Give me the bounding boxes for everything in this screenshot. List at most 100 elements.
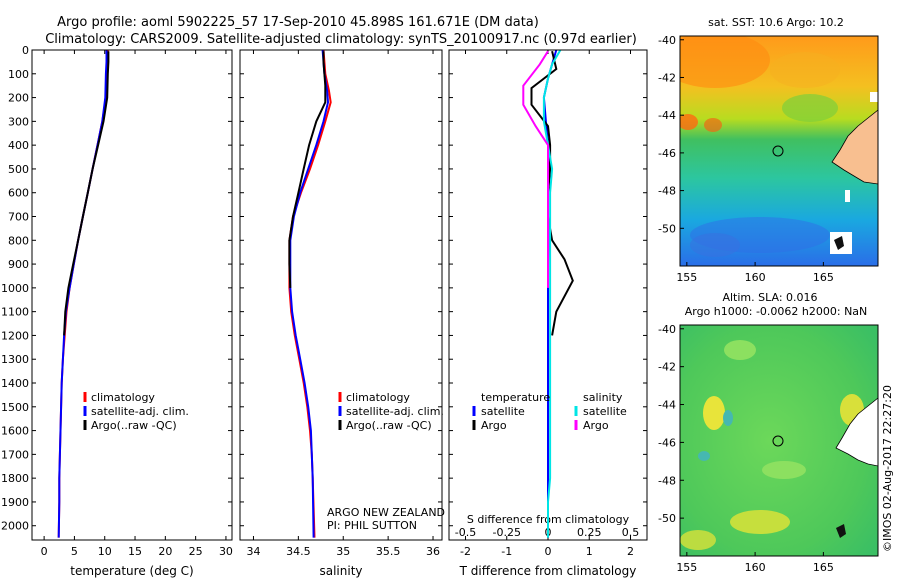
y-tick-label: 0: [22, 44, 29, 57]
sst-map-frame: [679, 35, 879, 267]
y-tick-label: 700: [8, 211, 29, 224]
header-line-1: Argo profile: aoml 5902225_57 17-Sep-201…: [57, 15, 539, 30]
y-tick-label: 500: [8, 163, 29, 176]
map-y-tick-label: -44: [658, 109, 676, 122]
map-x-tick-label: 165: [813, 561, 834, 574]
series-line: [57, 50, 109, 538]
map-x-tick-label: 155: [676, 271, 697, 284]
legend-label: satellite-adj. clim.: [91, 405, 189, 418]
legend-label: Argo(..raw -QC): [346, 419, 432, 432]
plot-frame: [239, 49, 443, 541]
x-tick-label: 1: [586, 545, 593, 558]
y-tick-label: 200: [8, 92, 29, 105]
map-x-tick-label: 160: [745, 271, 766, 284]
sst-red-patch: [704, 118, 722, 132]
series-line: [542, 49, 562, 538]
top-tick-label: 0.25: [577, 526, 602, 539]
series-line: [288, 51, 327, 288]
sst-map: sat. SST: 10.6 Argo: 10.2 -40 -42 -44 -46 -4…: [658, 16, 879, 284]
y-tick-label: 1400: [1, 377, 29, 390]
top-tick-label: -0.25: [493, 526, 521, 539]
x-tick-label: 10: [98, 545, 112, 558]
sst-map-title: sat. SST: 10.6 Argo: 10.2: [708, 16, 844, 29]
x-tick-label: -1: [501, 545, 512, 558]
y-tick-label: 1500: [1, 401, 29, 414]
sla-argo-marker: [772, 435, 784, 447]
y-tick-label: 300: [8, 115, 29, 128]
series-line: [288, 49, 332, 538]
x-tick-label: 2: [627, 545, 634, 558]
map-y-tick-label: -46: [658, 147, 676, 160]
map-y-tick-label: -46: [658, 436, 676, 449]
map-y-tick-label: -48: [658, 474, 676, 487]
sst-green-patch: [782, 94, 838, 122]
map-y-tick-label: -40: [658, 34, 676, 47]
sst-land: [831, 109, 878, 185]
x-tick-label: 5: [71, 545, 78, 558]
map-y-tick-label: -44: [658, 399, 676, 412]
sst-land-mask: [870, 92, 878, 102]
legend-label: climatology: [91, 391, 155, 404]
salinity-panel: 34 34.5 35 35.5 36 salinity climatologysatelli…: [239, 49, 445, 578]
annotation-text: ARGO NEW ZEALAND: [327, 506, 445, 519]
x-tick-label: 0: [545, 545, 552, 558]
sst-red-patch: [680, 114, 698, 130]
sla-map-frame: [679, 324, 879, 557]
y-tick-label: 2000: [1, 520, 29, 533]
y-tick-label: 1900: [1, 496, 29, 509]
sla-yellow-patch: [680, 530, 716, 550]
map-y-tick-label: -50: [658, 222, 676, 235]
header-line-2: Climatology: CARS2009. Satellite-adjuste…: [45, 32, 637, 47]
map-x-tick-label: 155: [676, 561, 697, 574]
series-line: [522, 50, 549, 288]
series-line: [63, 51, 110, 336]
sla-yellow-patch: [730, 510, 790, 534]
x-axis-label: T difference from climatology: [459, 564, 637, 578]
credit-text: ©IMOS 02-Aug-2017 22:27:20: [881, 385, 894, 552]
legend-label: climatology: [346, 391, 410, 404]
legend-header: temperature: [481, 391, 550, 404]
legend-label: Argo: [481, 419, 507, 432]
series-line: [530, 50, 574, 336]
legend-label: satellite: [481, 405, 525, 418]
sla-map-subtitle: Argo h1000: -0.0062 h2000: NaN: [685, 305, 868, 318]
x-axis-label: temperature (deg C): [70, 564, 193, 578]
temperature-panel: 0100200300400500600700800900100011001200…: [1, 44, 233, 578]
y-tick-label: 900: [8, 258, 29, 271]
x-tick-label: 34.5: [286, 545, 311, 558]
y-tick-label: 1700: [1, 448, 29, 461]
sla-blue-patch: [723, 410, 733, 426]
legend-label: satellite-adj. clim.: [346, 405, 444, 418]
series-line: [57, 50, 108, 538]
sst-land-mask: [845, 190, 850, 202]
y-tick-label: 1200: [1, 329, 29, 342]
difference-panel: -2 -1 0 1 2-0.5 -0.25 0 0.25 0.5S difference fro…: [448, 49, 648, 578]
sst-warm-patch: [770, 52, 840, 88]
y-tick-label: 1100: [1, 306, 29, 319]
sla-land: [835, 397, 878, 467]
y-tick-label: 400: [8, 139, 29, 152]
x-tick-label: 25: [189, 545, 203, 558]
x-tick-label: 0: [41, 545, 48, 558]
legend-label: Argo(..raw -QC): [91, 419, 177, 432]
x-tick-label: -2: [460, 545, 471, 558]
legend-label: satellite: [583, 405, 627, 418]
plot-frame: [31, 49, 233, 541]
series-line: [289, 49, 330, 538]
sla-light-patch: [762, 461, 806, 479]
map-x-tick-label: 160: [745, 561, 766, 574]
sst-argo-marker: [772, 145, 784, 157]
x-tick-label: 35: [336, 545, 350, 558]
legend-header: salinity: [583, 391, 623, 404]
sla-light-patch: [724, 340, 756, 360]
sst-cool-patch: [690, 233, 740, 257]
map-y-tick-label: -42: [658, 71, 676, 84]
x-tick-label: 34: [246, 545, 260, 558]
x-tick-label: 15: [128, 545, 142, 558]
y-tick-label: 1800: [1, 472, 29, 485]
map-y-tick-label: -50: [658, 512, 676, 525]
x-axis-label: salinity: [319, 564, 362, 578]
y-tick-label: 100: [8, 68, 29, 81]
top-tick-label: -0.5: [455, 526, 476, 539]
